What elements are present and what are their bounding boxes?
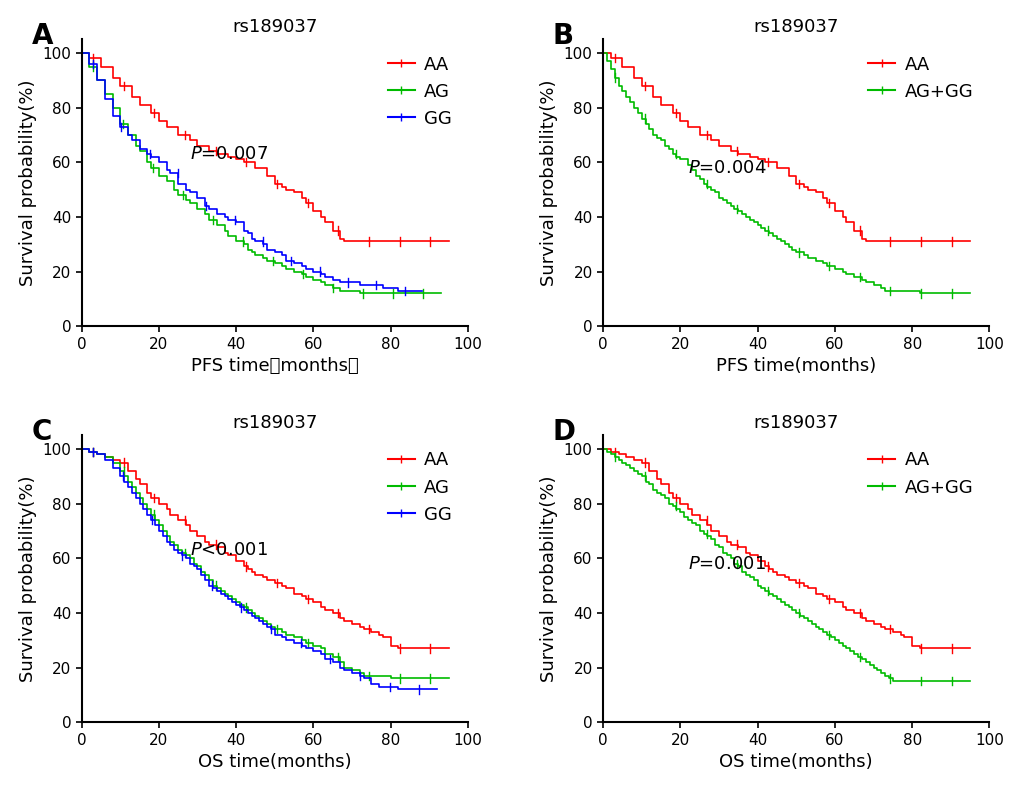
Title: rs189037: rs189037 [753,414,838,433]
Text: $\it{P}$=0.001: $\it{P}$=0.001 [688,555,765,573]
X-axis label: PFS time(months): PFS time(months) [715,357,875,375]
Title: rs189037: rs189037 [232,414,317,433]
Text: $\it{P}$=0.004: $\it{P}$=0.004 [688,159,766,177]
Text: $\it{P}$<0.001: $\it{P}$<0.001 [190,541,267,559]
X-axis label: OS time(months): OS time(months) [718,753,872,771]
X-axis label: PFS time（months）: PFS time（months） [191,357,359,375]
Y-axis label: Survival probability(%): Survival probability(%) [540,79,557,286]
Y-axis label: Survival probability(%): Survival probability(%) [18,79,37,286]
Title: rs189037: rs189037 [232,18,317,36]
Text: D: D [552,418,576,446]
Y-axis label: Survival probability(%): Survival probability(%) [18,476,37,682]
Legend: AA, AG+GG: AA, AG+GG [860,49,979,108]
Text: A: A [32,22,53,50]
Text: $\it{P}$=0.007: $\it{P}$=0.007 [190,145,268,163]
Text: C: C [32,418,52,446]
X-axis label: OS time(months): OS time(months) [198,753,352,771]
Title: rs189037: rs189037 [753,18,838,36]
Text: B: B [552,22,574,50]
Legend: AA, AG, GG: AA, AG, GG [380,444,459,531]
Legend: AA, AG, GG: AA, AG, GG [380,49,459,135]
Legend: AA, AG+GG: AA, AG+GG [860,444,979,504]
Y-axis label: Survival probability(%): Survival probability(%) [540,476,557,682]
